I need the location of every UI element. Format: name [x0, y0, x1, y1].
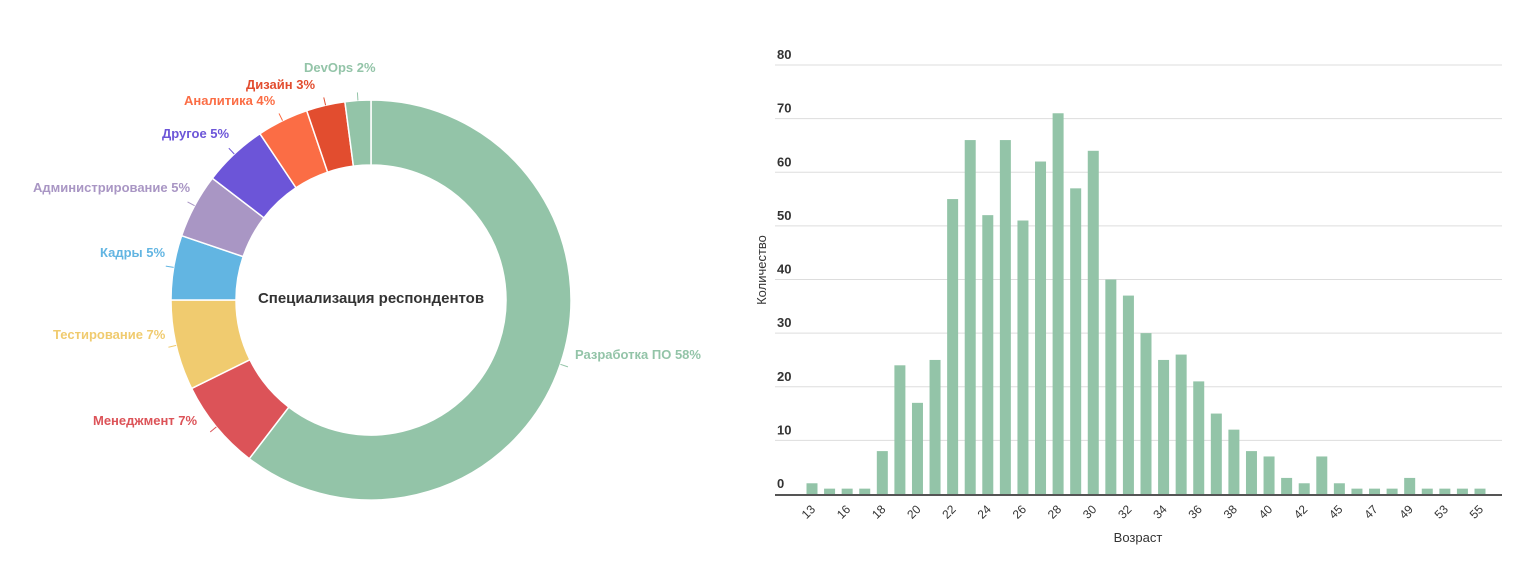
bar-13 — [806, 483, 818, 494]
x-tick-label: 45 — [1326, 502, 1346, 522]
bar-18 — [876, 451, 888, 494]
bar-28 — [1052, 113, 1064, 494]
bar-24 — [982, 215, 994, 494]
x-tick-label: 18 — [869, 502, 889, 522]
bar-20 — [911, 402, 923, 494]
bar-51 — [1421, 488, 1433, 494]
bar-27 — [1035, 161, 1047, 494]
bar-43 — [1316, 456, 1328, 494]
x-tick-label: 13 — [799, 502, 819, 522]
y-tick-label: 70 — [777, 101, 791, 116]
x-tick-label: 36 — [1186, 502, 1206, 522]
bar-40 — [1263, 456, 1275, 494]
slice-label: Кадры 5% — [100, 245, 166, 260]
x-tick-label: 24 — [975, 502, 995, 522]
bar-48 — [1386, 488, 1398, 494]
slice-label: Другое 5% — [162, 126, 230, 141]
leader-line — [187, 201, 195, 207]
y-tick-label: 30 — [777, 315, 791, 330]
donut-slice-Разработка ПО — [248, 99, 572, 501]
x-tick-label: 26 — [1010, 502, 1030, 522]
bar-37 — [1210, 413, 1222, 494]
y-tick-label: 50 — [777, 208, 791, 223]
x-tick-label: 22 — [939, 502, 959, 522]
bar-16 — [841, 488, 853, 494]
bar-42 — [1298, 483, 1310, 494]
bar-32 — [1122, 295, 1134, 494]
slice-label: DevOps 2% — [304, 60, 376, 75]
bar-54 — [1456, 488, 1468, 494]
x-tick-label: 16 — [834, 502, 854, 522]
bar-22 — [947, 199, 959, 494]
leader-line — [168, 344, 177, 348]
slice-label: Дизайн 3% — [246, 77, 316, 92]
x-tick-label: 38 — [1221, 502, 1241, 522]
donut-slice-DevOps — [344, 99, 372, 167]
leader-line — [209, 426, 217, 433]
x-tick-label: 42 — [1291, 502, 1311, 522]
bar-35 — [1175, 354, 1187, 494]
bar-30 — [1087, 150, 1099, 495]
bar-39 — [1245, 451, 1257, 494]
donut-title: Специализация респондентов — [257, 290, 485, 307]
leader-line — [323, 97, 327, 106]
slice-label: Менеджмент 7% — [93, 413, 198, 428]
bar-19 — [894, 365, 906, 494]
x-tick-label: 34 — [1150, 502, 1170, 522]
bar-45 — [1333, 483, 1345, 494]
bar-49 — [1404, 477, 1416, 494]
bar-23 — [964, 140, 976, 494]
slice-label: Администрирование 5% — [33, 180, 191, 195]
x-tick-label: 47 — [1361, 502, 1381, 522]
bar-53 — [1439, 488, 1451, 494]
bar-31 — [1105, 279, 1117, 494]
x-tick-label: 20 — [904, 502, 924, 522]
bar-15 — [824, 488, 836, 494]
bar-29 — [1070, 188, 1082, 494]
y-axis-title: Количество — [754, 235, 769, 305]
bar-21 — [929, 359, 941, 494]
y-tick-label: 20 — [777, 369, 791, 384]
bar-36 — [1193, 381, 1205, 494]
bar-25 — [999, 140, 1011, 494]
bar-34 — [1158, 359, 1170, 494]
y-tick-label: 60 — [777, 154, 791, 169]
x-tick-label: 49 — [1396, 502, 1416, 522]
bar-47 — [1369, 488, 1381, 494]
x-tick-label: 40 — [1256, 502, 1276, 522]
x-tick-label: 32 — [1115, 502, 1135, 522]
y-tick-label: 80 — [777, 47, 791, 62]
x-axis-title: Возраст — [1114, 530, 1163, 545]
bar-33 — [1140, 333, 1152, 494]
slice-label: Разработка ПО 58% — [575, 347, 701, 362]
x-tick-label: 53 — [1432, 502, 1452, 522]
x-tick-label: 28 — [1045, 502, 1065, 522]
leader-line — [560, 363, 569, 368]
bar-55 — [1474, 488, 1486, 494]
leader-line — [165, 265, 174, 268]
bar-46 — [1351, 488, 1363, 494]
x-tick-label: 30 — [1080, 502, 1100, 522]
slice-label: Аналитика 4% — [184, 93, 276, 108]
leader-line — [278, 113, 283, 121]
bar-41 — [1281, 477, 1293, 494]
leader-line — [228, 147, 235, 155]
bar-38 — [1228, 429, 1240, 494]
y-tick-label: 40 — [777, 262, 791, 277]
bar-17 — [859, 488, 871, 494]
leader-line — [356, 92, 359, 101]
y-tick-label: 0 — [777, 476, 784, 491]
slice-label: Тестирование 7% — [53, 327, 166, 342]
y-tick-label: 10 — [777, 422, 791, 437]
x-tick-label: 55 — [1467, 502, 1487, 522]
bar-26 — [1017, 220, 1029, 494]
